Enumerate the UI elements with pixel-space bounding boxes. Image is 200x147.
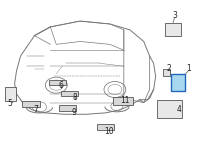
Bar bbox=[163, 69, 170, 76]
Bar bbox=[113, 97, 133, 105]
Text: 1: 1 bbox=[186, 64, 191, 73]
Bar bbox=[157, 100, 182, 118]
Bar bbox=[22, 101, 40, 107]
Text: 3: 3 bbox=[172, 11, 177, 20]
Bar bbox=[5, 87, 16, 101]
Bar bbox=[61, 91, 78, 96]
Text: 2: 2 bbox=[166, 64, 171, 73]
Bar bbox=[97, 124, 114, 130]
Text: 8: 8 bbox=[73, 93, 78, 102]
Text: 4: 4 bbox=[177, 105, 182, 114]
Bar bbox=[171, 74, 185, 91]
Text: 11: 11 bbox=[120, 96, 130, 105]
Text: 9: 9 bbox=[72, 108, 77, 117]
Bar bbox=[165, 22, 181, 36]
Text: 6: 6 bbox=[59, 81, 64, 90]
Text: 7: 7 bbox=[33, 105, 38, 114]
Text: 10: 10 bbox=[104, 127, 114, 136]
Text: 5: 5 bbox=[7, 99, 12, 108]
Bar bbox=[59, 105, 76, 111]
Bar bbox=[49, 80, 66, 85]
